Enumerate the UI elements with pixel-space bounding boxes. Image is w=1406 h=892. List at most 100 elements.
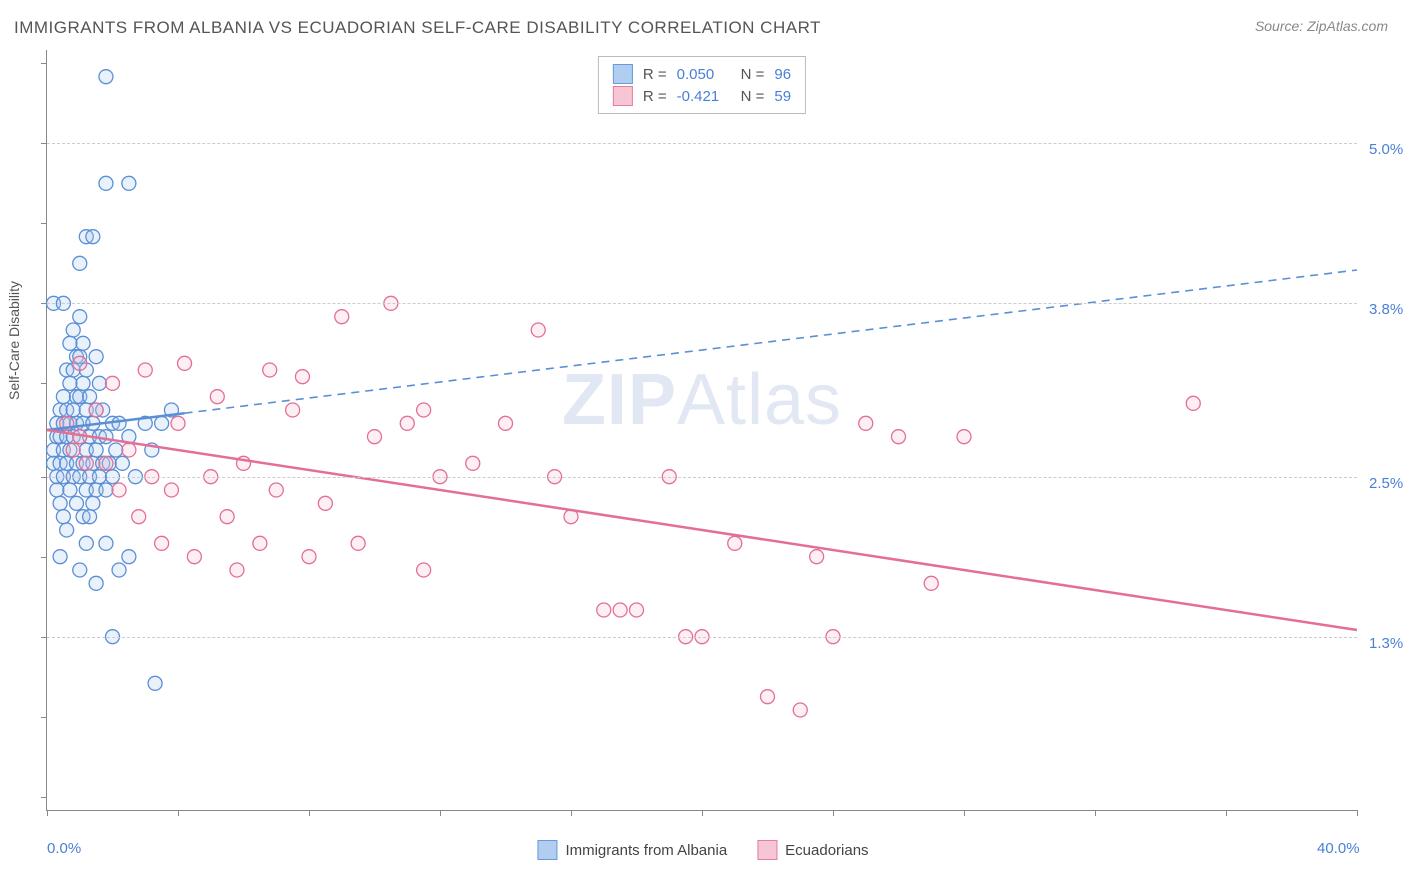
data-point (76, 336, 90, 350)
legend-series-item: Ecuadorians (757, 840, 868, 860)
data-point (335, 310, 349, 324)
data-point (73, 310, 87, 324)
y-tick (41, 477, 47, 478)
data-point (318, 496, 332, 510)
data-point (83, 390, 97, 404)
data-point (263, 363, 277, 377)
data-point (53, 496, 67, 510)
trend-line-solid (47, 430, 1357, 630)
data-point (302, 550, 316, 564)
data-point (99, 430, 113, 444)
y-tick (41, 557, 47, 558)
data-point (295, 370, 309, 384)
data-point (417, 563, 431, 577)
data-point (89, 403, 103, 417)
y-tick (41, 223, 47, 224)
x-tick (1357, 810, 1358, 816)
data-point (89, 350, 103, 364)
legend-r-value: -0.421 (677, 88, 731, 105)
data-point (286, 403, 300, 417)
legend-n-value: 96 (774, 66, 791, 83)
y-tick-label: 3.8% (1369, 301, 1403, 318)
data-point (99, 70, 113, 84)
data-point (793, 703, 807, 717)
y-tick-label: 1.3% (1369, 635, 1403, 652)
data-point (155, 536, 169, 550)
data-point (171, 416, 185, 430)
data-point (597, 603, 611, 617)
data-point (56, 390, 70, 404)
x-tick-label: 40.0% (1317, 840, 1360, 857)
data-point (79, 456, 93, 470)
data-point (79, 536, 93, 550)
y-tick (41, 717, 47, 718)
legend-swatch (537, 840, 557, 860)
data-point (73, 356, 87, 370)
data-point (400, 416, 414, 430)
data-point (269, 483, 283, 497)
data-point (99, 456, 113, 470)
source-attribution: Source: ZipAtlas.com (1255, 18, 1388, 34)
legend-series-item: Immigrants from Albania (537, 840, 727, 860)
y-tick (41, 383, 47, 384)
y-axis-label: Self-Care Disability (6, 281, 22, 400)
data-point (178, 356, 192, 370)
data-point (122, 550, 136, 564)
data-point (92, 376, 106, 390)
chart-title: IMMIGRANTS FROM ALBANIA VS ECUADORIAN SE… (14, 18, 821, 38)
legend-n-label: N = (741, 66, 765, 83)
data-point (99, 176, 113, 190)
legend-series: Immigrants from Albania Ecuadorians (537, 812, 868, 888)
data-point (351, 536, 365, 550)
data-point (253, 536, 267, 550)
legend-r-label: R = (643, 88, 667, 105)
x-tick (178, 810, 179, 816)
data-point (53, 550, 67, 564)
legend-swatch (613, 64, 633, 84)
y-tick (41, 143, 47, 144)
y-tick (41, 637, 47, 638)
data-point (99, 483, 113, 497)
y-tick (41, 797, 47, 798)
data-point (728, 536, 742, 550)
legend-series-name: Ecuadorians (785, 842, 868, 859)
data-point (210, 390, 224, 404)
y-tick-label: 5.0% (1369, 141, 1403, 158)
legend-swatch (613, 86, 633, 106)
data-point (89, 443, 103, 457)
data-point (122, 443, 136, 457)
data-point (66, 443, 80, 457)
legend-r-value: 0.050 (677, 66, 731, 83)
data-point (56, 510, 70, 524)
data-point (630, 603, 644, 617)
data-point (148, 676, 162, 690)
y-tick (41, 63, 47, 64)
data-point (76, 376, 90, 390)
legend-r-label: R = (643, 66, 667, 83)
gridline (47, 477, 1357, 478)
legend-n-label: N = (741, 88, 765, 105)
data-point (499, 416, 513, 430)
data-point (122, 176, 136, 190)
data-point (957, 430, 971, 444)
legend-stat-row: R = 0.050 N = 96 (613, 63, 791, 85)
data-point (230, 563, 244, 577)
data-point (466, 456, 480, 470)
y-tick-label: 2.5% (1369, 475, 1403, 492)
data-point (66, 403, 80, 417)
x-tick (440, 810, 441, 816)
data-point (73, 563, 87, 577)
data-point (63, 483, 77, 497)
gridline (47, 143, 1357, 144)
data-point (63, 336, 77, 350)
x-tick (1095, 810, 1096, 816)
trend-line-dashed (185, 270, 1357, 413)
data-point (109, 443, 123, 457)
data-point (417, 403, 431, 417)
data-point (892, 430, 906, 444)
data-point (60, 523, 74, 537)
data-point (69, 496, 83, 510)
data-point (761, 690, 775, 704)
x-tick (1226, 810, 1227, 816)
legend-stats: R =0.050N =96R =-0.421N =59 (598, 56, 806, 114)
